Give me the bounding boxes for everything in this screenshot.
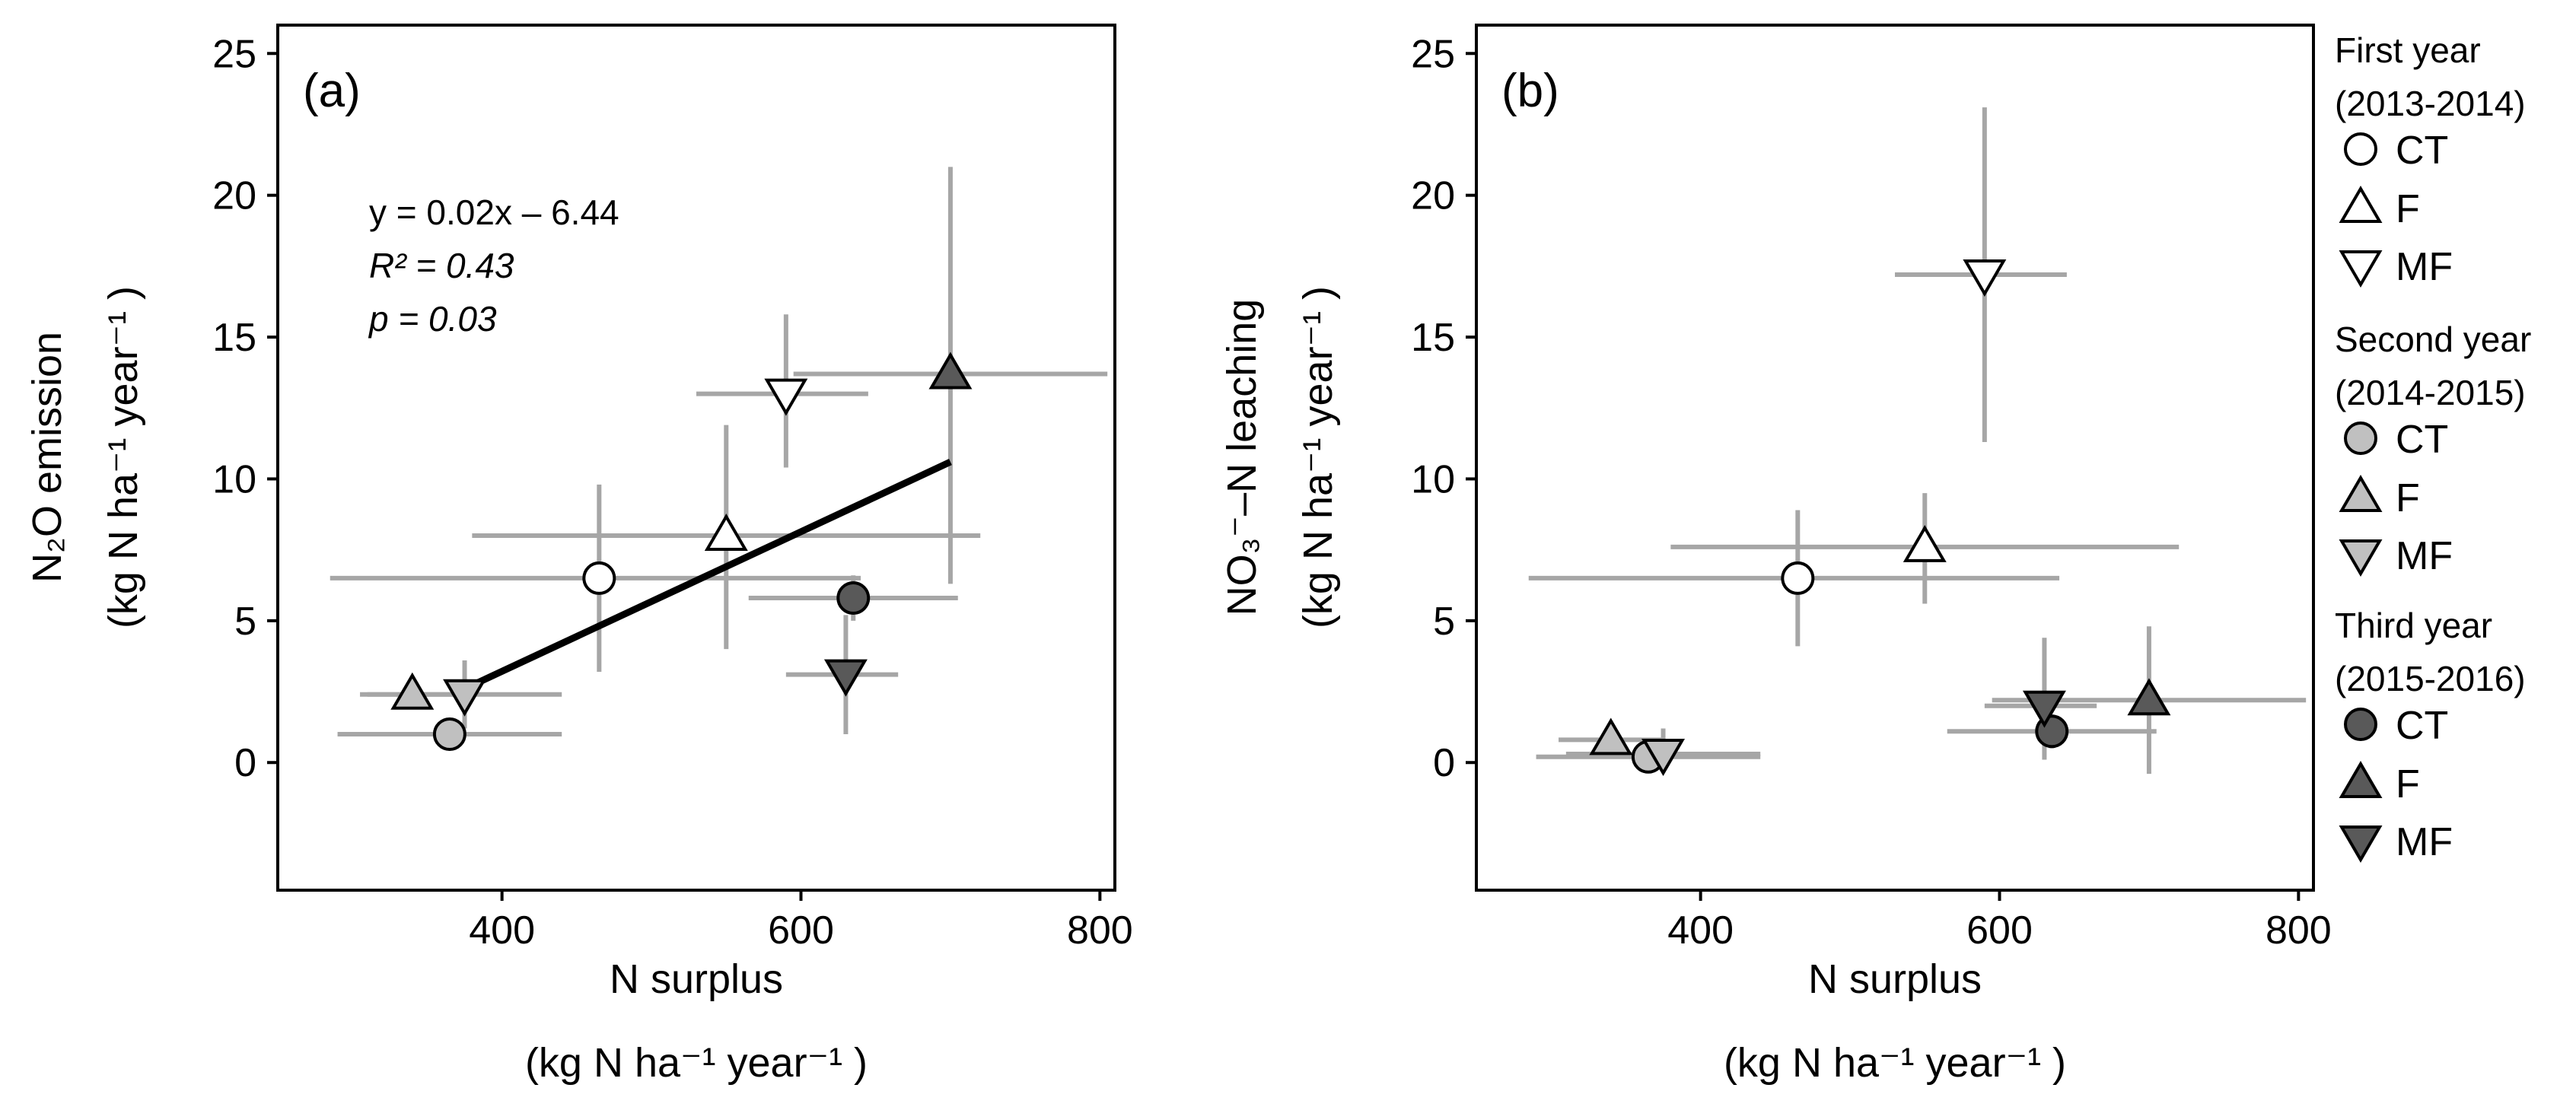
panel-b: 0 5 10 15 20 25 400 600 800 (b) N surplus (kg N … bbox=[1219, 24, 2332, 1086]
x-axis-units-a: (kg N ha⁻¹ year⁻¹ ) bbox=[525, 1040, 868, 1086]
error-bars-b bbox=[1528, 107, 2307, 775]
y-tick-label-b: 10 bbox=[1411, 457, 1455, 501]
legend-symbol-first-ct bbox=[2344, 132, 2377, 166]
legend-label-first-f: F bbox=[2396, 187, 2420, 231]
x-tick-label-b: 400 bbox=[1667, 908, 1734, 953]
point-a-second-mf bbox=[443, 679, 487, 717]
legend-symbol-third-mf bbox=[2339, 825, 2383, 863]
point-a-first-mf bbox=[764, 378, 808, 416]
y-axis-label-a: N₂O emission bbox=[24, 332, 70, 583]
legend-symbol-second-mf bbox=[2339, 539, 2383, 577]
y-axis-units-a: (kg N ha⁻¹ year⁻¹ ) bbox=[100, 286, 146, 628]
point-a-first-f bbox=[704, 514, 748, 552]
legend-period-first-year: (2013-2014) bbox=[2335, 84, 2526, 123]
x-tick-label-a: 400 bbox=[469, 908, 535, 953]
point-b-third-mf bbox=[2022, 690, 2066, 728]
legend-title-third-year: Third year bbox=[2335, 606, 2492, 645]
panel-a: 0 5 10 15 20 25 400 600 800 (a) y = 0.02x – 6.44… bbox=[24, 24, 1133, 1086]
p-value-text: p = 0.03 bbox=[368, 299, 497, 339]
legend-label-second-mf: MF bbox=[2396, 534, 2453, 578]
legend-label-third-f: F bbox=[2396, 762, 2420, 806]
y-axis-label-b: NO₃⁻–N leaching bbox=[1219, 299, 1265, 616]
equation-text: y = 0.02x – 6.44 bbox=[369, 192, 619, 232]
y-tick-label-b: 20 bbox=[1411, 174, 1455, 218]
legend-label-second-f: F bbox=[2396, 476, 2420, 520]
x-axis-label-b: N surplus bbox=[1808, 956, 1982, 1002]
point-b-first-ct bbox=[1781, 561, 1815, 595]
point-b-first-f bbox=[1903, 524, 1947, 562]
legend-period-third-year: (2015-2016) bbox=[2335, 659, 2526, 698]
y-tick-label-a: 20 bbox=[212, 174, 256, 218]
y-tick-label-a: 0 bbox=[234, 741, 256, 785]
axis-ticks-a: 0 5 10 15 20 25 400 600 800 bbox=[212, 32, 1133, 953]
legend-title-first-year: First year bbox=[2335, 30, 2481, 70]
legend-symbol-first-f bbox=[2339, 186, 2383, 223]
legend-title-second-year: Second year bbox=[2335, 320, 2531, 359]
legend-symbol-first-mf bbox=[2339, 250, 2383, 288]
point-a-second-f bbox=[390, 672, 435, 710]
x-tick-label-b: 800 bbox=[2266, 908, 2332, 953]
legend-period-second-year: (2014-2015) bbox=[2335, 373, 2526, 412]
legend-symbols bbox=[2339, 132, 2383, 863]
markers-b bbox=[1589, 259, 2171, 777]
y-tick-label-b: 0 bbox=[1433, 741, 1455, 785]
y-tick-label-a: 5 bbox=[234, 600, 256, 644]
point-a-third-f bbox=[928, 352, 973, 390]
regression-group-a bbox=[463, 459, 952, 692]
regression-line bbox=[463, 459, 952, 692]
y-tick-label-b: 15 bbox=[1411, 316, 1455, 360]
y-tick-label-b: 25 bbox=[1411, 32, 1455, 76]
axis-ticks-b: 0 5 10 15 20 25 400 600 800 bbox=[1411, 32, 2332, 953]
point-b-third-f bbox=[2127, 678, 2171, 716]
point-b-first-mf bbox=[1963, 259, 2007, 297]
plot-frame-b bbox=[1475, 24, 2315, 892]
legend-symbol-third-f bbox=[2339, 761, 2383, 798]
legend-label-third-mf: MF bbox=[2396, 820, 2453, 864]
point-a-third-mf bbox=[823, 659, 868, 697]
legend-label-first-ct: CT bbox=[2396, 129, 2448, 173]
x-tick-label-a: 800 bbox=[1067, 908, 1133, 953]
legend-label-first-mf: MF bbox=[2396, 245, 2453, 289]
panel-label-b: (b) bbox=[1501, 65, 1559, 117]
legend-symbol-second-f bbox=[2339, 475, 2383, 512]
legend-label-third-ct: CT bbox=[2396, 704, 2448, 748]
point-a-first-ct bbox=[582, 561, 616, 595]
point-b-second-mf bbox=[1641, 739, 1686, 777]
y-tick-label-b: 5 bbox=[1433, 600, 1455, 644]
x-axis-units-b: (kg N ha⁻¹ year⁻¹ ) bbox=[1724, 1040, 2066, 1086]
point-a-second-ct bbox=[432, 717, 466, 751]
x-tick-label-a: 600 bbox=[768, 908, 834, 953]
y-tick-label-a: 15 bbox=[212, 316, 256, 360]
y-tick-label-a: 25 bbox=[212, 32, 256, 76]
plot-frame-a bbox=[276, 24, 1116, 892]
y-tick-label-a: 10 bbox=[212, 457, 256, 501]
legend: First year (2013-2014) CT F MF Second ye… bbox=[2335, 30, 2531, 864]
r-squared-text: R² = 0.43 bbox=[369, 246, 514, 285]
x-axis-label-a: N surplus bbox=[610, 956, 783, 1002]
legend-symbol-second-ct bbox=[2344, 421, 2377, 455]
panel-label-a: (a) bbox=[303, 65, 361, 117]
markers-a bbox=[390, 352, 973, 751]
x-tick-label-b: 600 bbox=[1966, 908, 2033, 953]
point-a-third-ct bbox=[836, 581, 871, 616]
legend-label-second-ct: CT bbox=[2396, 418, 2448, 462]
point-b-second-f bbox=[1589, 717, 1633, 755]
legend-symbol-third-ct bbox=[2344, 708, 2377, 741]
y-axis-units-b: (kg N ha⁻¹ year⁻¹ ) bbox=[1295, 286, 1341, 628]
